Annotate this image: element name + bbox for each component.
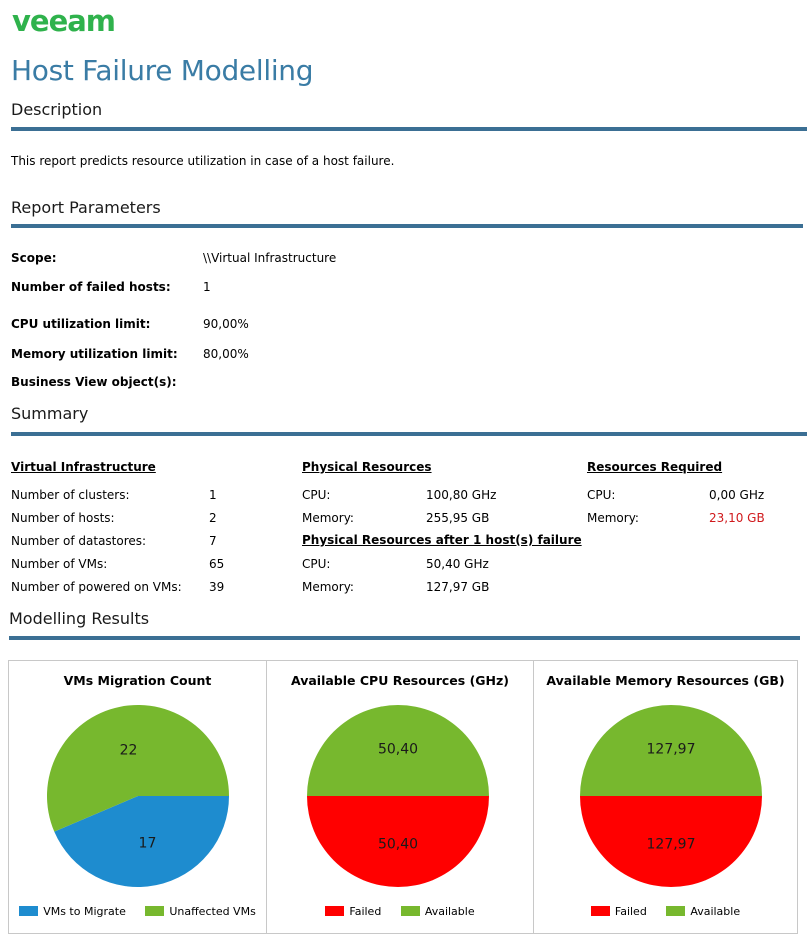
param-value-memory-limit: 80,00% [203, 347, 249, 361]
pr-value-memory: 255,95 GB [426, 511, 490, 525]
param-label-scope: Scope: [11, 251, 57, 265]
description-heading: Description [11, 100, 103, 119]
legend-swatch [145, 906, 165, 916]
param-label-memory-limit: Memory utilization limit: [11, 347, 178, 361]
vi-label-hosts: Number of hosts: [11, 511, 115, 525]
legend-swatch [325, 906, 345, 916]
pr-label-cpu: CPU: [302, 488, 331, 502]
chart-legend-cpu-resources: Failed Available [267, 905, 533, 918]
pie-data-label: 50,40 [378, 742, 418, 758]
chart-title-vms-migration: VMs Migration Count [63, 673, 212, 688]
pr-label-memory: Memory: [302, 511, 354, 525]
chart-panel-memory-resources: Available Memory Resources (GB) 127,97 12… [534, 661, 797, 933]
rr-value-memory: 23,10 GB [709, 511, 765, 525]
virtual-infrastructure-heading: Virtual Infrastructure [11, 460, 156, 474]
vi-value-clusters: 1 [209, 488, 217, 502]
legend-item-unaffected-vms: Unaffected VMs [145, 905, 256, 918]
pie-slice-available [307, 705, 489, 796]
legend-item-available: Available [666, 905, 740, 918]
veeam-logo: veeam [12, 4, 128, 38]
legend-label: Available [424, 905, 475, 918]
pie-data-label: 127,97 [647, 836, 696, 852]
page-title: Host Failure Modelling [11, 54, 314, 87]
chart-panel-cpu-resources: Available CPU Resources (GHz) 50,40 50,40… [267, 661, 534, 933]
pie-chart-cpu-resources: 50,40 50,40 [307, 705, 489, 887]
pie-slice-available [580, 705, 762, 796]
pie-slice-unaffected-vms [47, 705, 230, 832]
pie-slice-failed [580, 796, 762, 887]
vi-label-datastores: Number of datastores: [11, 534, 147, 548]
param-value-cpu-limit: 90,00% [203, 317, 249, 331]
parameters-heading: Report Parameters [11, 198, 161, 217]
legend-label: Available [690, 905, 741, 918]
modelling-results-rule [9, 636, 800, 640]
legend-label: Unaffected VMs [169, 905, 256, 918]
pie-data-label: 22 [120, 743, 138, 759]
description-text: This report predicts resource utilizatio… [11, 154, 395, 168]
legend-label: Failed [614, 905, 647, 918]
veeam-logo-graphic: veeam [12, 4, 116, 38]
pie-chart-memory-resources: 127,97 127,97 [580, 705, 762, 887]
modelling-results-heading: Modelling Results [9, 609, 150, 628]
legend-item-failed: Failed [590, 905, 647, 918]
pie-data-label: 17 [139, 835, 157, 851]
summary-rule [11, 432, 807, 436]
chart-title-cpu-resources: Available CPU Resources (GHz) [290, 673, 509, 688]
rr-value-cpu: 0,00 GHz [709, 488, 765, 502]
parameters-rule [11, 224, 803, 228]
chart-panel-vms-migration: VMs Migration Count 17 22 VMs to Migrate … [9, 661, 267, 933]
legend-swatch [400, 906, 420, 916]
physical-after-failure-heading: Physical Resources after 1 host(s) failu… [302, 533, 582, 547]
pie-data-label: 127,97 [647, 742, 696, 758]
legend-swatch [590, 906, 610, 916]
pie-slice-vms-to-migrate [54, 796, 229, 887]
rr-label-memory: Memory: [587, 511, 639, 525]
resources-required-heading: Resources Required [587, 460, 723, 474]
legend-swatch [666, 906, 686, 916]
chart-title-memory-resources: Available Memory Resources (GB) [546, 673, 785, 688]
param-label-business-view: Business View object(s): [11, 375, 177, 389]
vi-label-clusters: Number of clusters: [11, 488, 130, 502]
description-rule [11, 127, 807, 131]
vi-value-hosts: 2 [209, 511, 217, 525]
legend-label: VMs to Migrate [43, 905, 126, 918]
legend-swatch [19, 906, 39, 916]
chart-legend-memory-resources: Failed Available [534, 905, 797, 918]
pr-value-cpu: 100,80 GHz [426, 488, 497, 502]
param-value-failed-hosts: 1 [203, 280, 211, 294]
pa-value-cpu: 50,40 GHz [426, 557, 489, 571]
pa-label-cpu: CPU: [302, 557, 331, 571]
charts-container: VMs Migration Count 17 22 VMs to Migrate … [8, 660, 798, 934]
rr-label-cpu: CPU: [587, 488, 616, 502]
param-label-cpu-limit: CPU utilization limit: [11, 317, 151, 331]
legend-item-vms-to-migrate: VMs to Migrate [19, 905, 126, 918]
legend-label: Failed [349, 905, 382, 918]
logo-text: veeam [12, 6, 115, 34]
legend-item-available: Available [400, 905, 475, 918]
summary-heading: Summary [11, 404, 89, 423]
vi-label-powered-on: Number of powered on VMs: [11, 580, 182, 594]
pie-data-label: 50,40 [378, 836, 418, 852]
vi-value-vms: 65 [209, 557, 225, 571]
vi-value-powered-on: 39 [209, 580, 225, 594]
pa-label-memory: Memory: [302, 580, 354, 594]
param-label-failed-hosts: Number of failed hosts: [11, 280, 171, 294]
param-value-scope: \\Virtual Infrastructure [203, 251, 337, 265]
vi-value-datastores: 7 [209, 534, 217, 548]
chart-legend-vms-migration: VMs to Migrate Unaffected VMs [9, 905, 266, 918]
vi-label-vms: Number of VMs: [11, 557, 108, 571]
legend-item-failed: Failed [325, 905, 381, 918]
pie-slice-failed [307, 796, 489, 887]
physical-resources-heading: Physical Resources [302, 460, 432, 474]
pa-value-memory: 127,97 GB [426, 580, 490, 594]
